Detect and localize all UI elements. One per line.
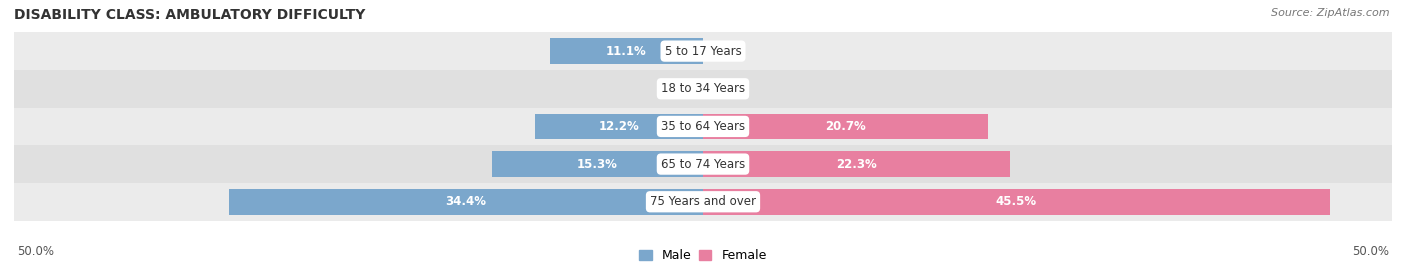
- Bar: [229, 189, 703, 215]
- Text: 0.0%: 0.0%: [662, 82, 692, 95]
- Text: 45.5%: 45.5%: [995, 195, 1038, 208]
- Bar: [703, 114, 988, 139]
- Bar: [550, 38, 703, 64]
- Text: 12.2%: 12.2%: [599, 120, 640, 133]
- Text: 75 Years and over: 75 Years and over: [650, 195, 756, 208]
- Text: 18 to 34 Years: 18 to 34 Years: [661, 82, 745, 95]
- Text: DISABILITY CLASS: AMBULATORY DIFFICULTY: DISABILITY CLASS: AMBULATORY DIFFICULTY: [14, 8, 366, 22]
- Bar: [14, 145, 1392, 183]
- Bar: [14, 183, 1392, 221]
- Text: 0.0%: 0.0%: [714, 45, 744, 58]
- Text: 34.4%: 34.4%: [446, 195, 486, 208]
- Text: 5 to 17 Years: 5 to 17 Years: [665, 45, 741, 58]
- Text: 0.0%: 0.0%: [714, 82, 744, 95]
- Text: 50.0%: 50.0%: [1353, 245, 1389, 258]
- Text: 20.7%: 20.7%: [825, 120, 866, 133]
- Text: 50.0%: 50.0%: [17, 245, 53, 258]
- Text: 11.1%: 11.1%: [606, 45, 647, 58]
- Bar: [534, 114, 703, 139]
- Text: 15.3%: 15.3%: [576, 158, 619, 171]
- Bar: [14, 70, 1392, 108]
- Bar: [492, 151, 703, 177]
- Bar: [14, 32, 1392, 70]
- Text: 65 to 74 Years: 65 to 74 Years: [661, 158, 745, 171]
- Bar: [14, 108, 1392, 145]
- Legend: Male, Female: Male, Female: [634, 244, 772, 267]
- Text: 22.3%: 22.3%: [837, 158, 877, 171]
- Text: Source: ZipAtlas.com: Source: ZipAtlas.com: [1271, 8, 1389, 18]
- Text: 35 to 64 Years: 35 to 64 Years: [661, 120, 745, 133]
- Bar: [703, 189, 1330, 215]
- Bar: [703, 151, 1011, 177]
